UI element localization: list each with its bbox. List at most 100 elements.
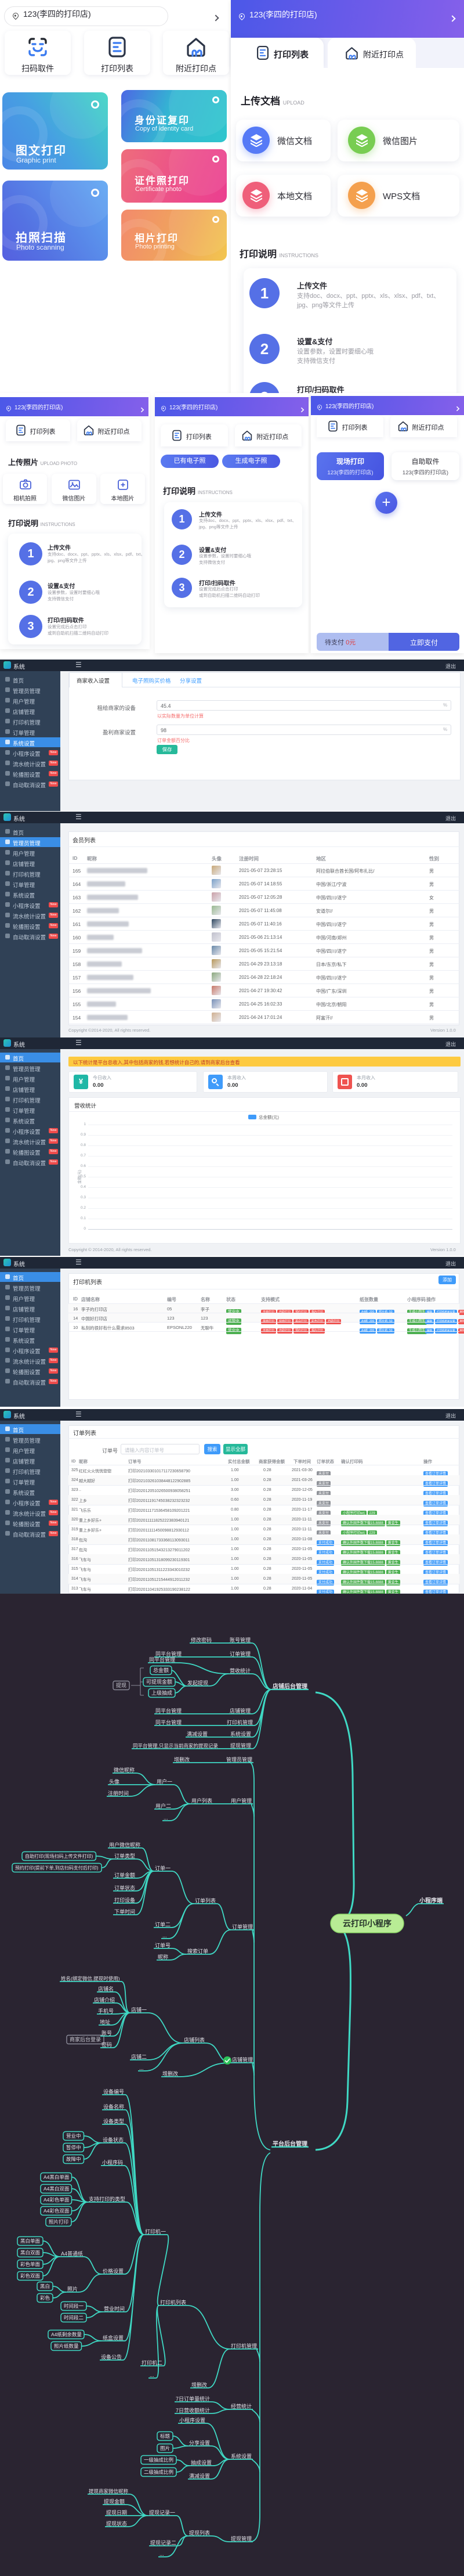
svg-text:提现记录一: 提现记录一 bbox=[149, 2510, 175, 2516]
svg-text:订单状态: 订单状态 bbox=[114, 1885, 135, 1891]
svg-text:黑白单面: 黑白单面 bbox=[20, 2238, 41, 2244]
svg-text:账号管理: 账号管理 bbox=[230, 1637, 251, 1643]
svg-text:订单金额: 订单金额 bbox=[114, 1872, 135, 1878]
svg-text:搜索订单: 搜索订单 bbox=[187, 1948, 208, 1954]
svg-text:增删改: 增删改 bbox=[162, 2070, 178, 2077]
svg-text:A4彩色双面: A4彩色双面 bbox=[44, 2208, 70, 2214]
svg-text:发起提现: 发起提现 bbox=[187, 1680, 208, 1686]
svg-text:...: ... bbox=[160, 2551, 164, 2557]
svg-text:照片: 照片 bbox=[67, 2286, 78, 2292]
svg-text:打印机列表: 打印机列表 bbox=[160, 2299, 186, 2305]
svg-text:营业时间: 营业时间 bbox=[104, 2305, 125, 2312]
svg-text:一级抽成比例: 一级抽成比例 bbox=[144, 2457, 173, 2463]
svg-text:价格设置: 价格设置 bbox=[103, 2268, 124, 2274]
svg-text:增删改: 增删改 bbox=[174, 1756, 190, 1763]
svg-text:姓名(绑定微信,提现时使用): 姓名(绑定微信,提现时使用) bbox=[61, 1976, 120, 1981]
svg-text:商家后台登录: 商家后台登录 bbox=[70, 2036, 101, 2042]
svg-text:提现管理: 提现管理 bbox=[231, 2535, 252, 2542]
svg-text:营业中: 营业中 bbox=[66, 2133, 81, 2139]
svg-text:修改密码: 修改密码 bbox=[191, 1637, 212, 1643]
svg-text:...: ... bbox=[162, 1933, 167, 1939]
svg-text:标题: 标题 bbox=[160, 2433, 171, 2439]
svg-text:黑白: 黑白 bbox=[40, 2283, 50, 2289]
svg-text:订单号: 订单号 bbox=[155, 1942, 171, 1948]
svg-text:小程序端: 小程序端 bbox=[419, 1897, 443, 1904]
svg-text:密码: 密码 bbox=[102, 2041, 112, 2048]
svg-text:暂停中: 暂停中 bbox=[66, 2145, 81, 2150]
svg-text:店铺管理: 店铺管理 bbox=[230, 1707, 251, 1714]
svg-text:彩色单面: 彩色单面 bbox=[20, 2261, 41, 2267]
svg-text:下单时间: 下单时间 bbox=[114, 1908, 135, 1915]
svg-text:设备编号: 设备编号 bbox=[103, 2088, 124, 2095]
svg-text:昵称: 昵称 bbox=[158, 1954, 168, 1960]
svg-text:打印设备: 打印设备 bbox=[114, 1897, 135, 1903]
svg-text:平台后台管理: 平台后台管理 bbox=[273, 2140, 307, 2148]
svg-text:用户列表: 用户列表 bbox=[191, 1797, 212, 1804]
svg-text:注册时间: 注册时间 bbox=[108, 1790, 129, 1796]
svg-text:头像: 头像 bbox=[109, 1778, 119, 1785]
svg-text:设备类型: 设备类型 bbox=[103, 2118, 124, 2124]
svg-text:用户管理: 用户管理 bbox=[231, 1797, 252, 1804]
svg-text:提现列表: 提现列表 bbox=[189, 2530, 210, 2536]
svg-text:...: ... bbox=[150, 2372, 154, 2378]
svg-text:地址: 地址 bbox=[100, 2019, 110, 2025]
svg-text:用户二: 用户二 bbox=[155, 1803, 171, 1809]
svg-text:黑白双面: 黑白双面 bbox=[20, 2250, 41, 2256]
svg-text:店铺后台管理: 店铺后台管理 bbox=[273, 1682, 307, 1690]
svg-text:用户一: 用户一 bbox=[157, 1778, 172, 1785]
svg-text:小程序设置: 小程序设置 bbox=[179, 2417, 205, 2423]
svg-text:提现: 提现 bbox=[116, 1682, 126, 1688]
svg-text:支持打印的类型: 支持打印的类型 bbox=[89, 2196, 125, 2202]
svg-text:设备名称: 设备名称 bbox=[103, 2103, 124, 2110]
svg-text:A4彩色单面: A4彩色单面 bbox=[44, 2197, 70, 2203]
svg-text:A4黑白单面: A4黑白单面 bbox=[44, 2174, 70, 2180]
svg-text:同平台管理: 同平台管理 bbox=[155, 1707, 182, 1714]
svg-text:满减设置: 满减设置 bbox=[187, 1731, 208, 1737]
svg-text:经营统计: 经营统计 bbox=[231, 2403, 252, 2409]
svg-text:抽成设置: 抽成设置 bbox=[191, 2459, 212, 2466]
svg-text:预约打印(提前下单,到店扫码支付后打印): 预约打印(提前下单,到店扫码支付后打印) bbox=[15, 1865, 99, 1871]
svg-text:时间段二: 时间段二 bbox=[64, 2315, 84, 2321]
svg-text:打印机管理: 打印机管理 bbox=[227, 1719, 253, 1725]
svg-text:订单二: 订单二 bbox=[155, 1921, 171, 1928]
svg-text:故障中: 故障中 bbox=[66, 2156, 81, 2162]
svg-text:订单一: 订单一 bbox=[155, 1865, 171, 1871]
svg-text:系统设置: 系统设置 bbox=[231, 2453, 252, 2459]
svg-text:图片: 图片 bbox=[160, 2445, 170, 2451]
svg-text:账号: 账号 bbox=[102, 2030, 112, 2036]
svg-text:店铺名: 店铺名 bbox=[98, 1986, 114, 1992]
svg-text:可提现金额: 可提现金额 bbox=[146, 1678, 172, 1685]
svg-text:7日营收额统计: 7日营收额统计 bbox=[176, 2407, 210, 2413]
svg-text:用户微信昵称: 用户微信昵称 bbox=[109, 1842, 140, 1848]
svg-text:...: ... bbox=[164, 1815, 168, 1821]
svg-text:系统设置: 系统设置 bbox=[230, 1731, 251, 1737]
svg-text:店铺介绍: 店铺介绍 bbox=[94, 1997, 115, 2003]
svg-text:A4纸剩余数量: A4纸剩余数量 bbox=[51, 2332, 82, 2337]
svg-text:店铺列表: 店铺列表 bbox=[184, 2037, 205, 2043]
svg-text:提现商家微信昵称: 提现商家微信昵称 bbox=[89, 2488, 129, 2494]
svg-text:上级抽成: 上级抽成 bbox=[151, 1689, 172, 1696]
svg-text:二级抽成比例: 二级抽成比例 bbox=[144, 2469, 173, 2475]
svg-text:同平台管理: 同平台管理 bbox=[149, 1656, 175, 1663]
svg-text:设备公告: 设备公告 bbox=[101, 2354, 122, 2360]
svg-text:微信昵称: 微信昵称 bbox=[114, 1767, 135, 1773]
svg-text:打印机一: 打印机一 bbox=[145, 2228, 166, 2235]
svg-text:管理员管理: 管理员管理 bbox=[226, 1756, 252, 1763]
svg-text:店铺管理: 店铺管理 bbox=[232, 2056, 253, 2063]
svg-text:提现记录二: 提现记录二 bbox=[150, 2540, 176, 2546]
svg-text:打印机二: 打印机二 bbox=[142, 2359, 162, 2366]
svg-text:设备状态: 设备状态 bbox=[103, 2137, 124, 2143]
svg-text:订单类型: 订单类型 bbox=[114, 1853, 135, 1859]
svg-text:A4黑白双面: A4黑白双面 bbox=[44, 2186, 70, 2192]
svg-text:同平台管理: 同平台管理 bbox=[155, 1719, 182, 1725]
svg-text:增删改: 增删改 bbox=[191, 2382, 207, 2388]
svg-text:店铺二: 店铺二 bbox=[131, 2053, 147, 2060]
svg-text:满减设置: 满减设置 bbox=[189, 2473, 210, 2479]
svg-text:A4普通纸: A4普通纸 bbox=[61, 2250, 83, 2257]
svg-text:时间段一: 时间段一 bbox=[64, 2303, 84, 2309]
svg-text:小程序码: 小程序码 bbox=[102, 2159, 123, 2166]
svg-text:分享设置: 分享设置 bbox=[189, 2440, 210, 2446]
svg-text:提现状态: 提现状态 bbox=[106, 2520, 127, 2527]
svg-text:彩色: 彩色 bbox=[40, 2295, 50, 2301]
svg-text:...: ... bbox=[139, 2065, 144, 2071]
